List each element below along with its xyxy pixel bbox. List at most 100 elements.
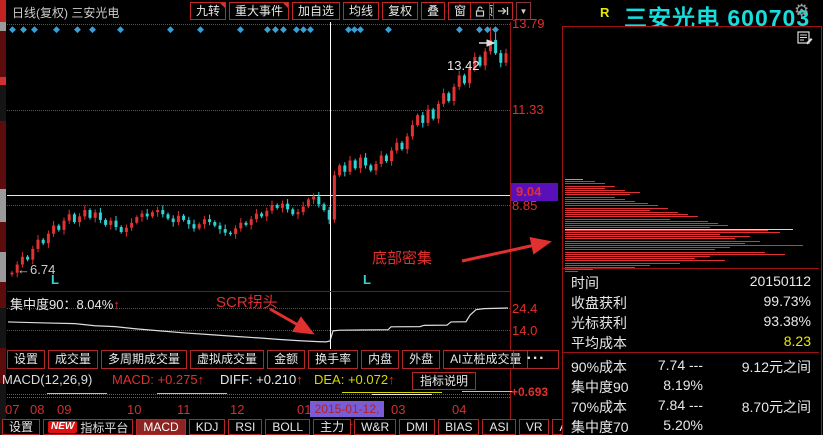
bottom-tab-KDJ[interactable]: KDJ bbox=[188, 419, 226, 435]
cost-mid-value: 7.84 --- bbox=[657, 397, 703, 413]
cost-row-90%成本: 90%成本 7.74 --- 9.12元之间 bbox=[563, 355, 819, 375]
indicator-tab-AI立桩成交量[interactable]: AI立桩成交量 bbox=[443, 350, 529, 369]
chip-bar bbox=[565, 229, 768, 231]
bottom-tab-BOLL[interactable]: BOLL bbox=[265, 419, 311, 435]
chip-bar bbox=[565, 234, 720, 235]
chip-bar bbox=[565, 196, 615, 198]
peak-price-annotation: 13.42 bbox=[447, 58, 480, 73]
crosshair-vertical bbox=[330, 22, 331, 291]
date-tick-11: 11 bbox=[177, 402, 191, 417]
chip-bar bbox=[565, 198, 625, 200]
date-tick-07: 07 bbox=[5, 402, 20, 417]
date-tick-09: 09 bbox=[57, 402, 72, 417]
chip-bar bbox=[565, 214, 688, 216]
signal-diamond-icon: ◆ bbox=[89, 24, 96, 34]
signal-diamond-icon: ◆ bbox=[237, 24, 244, 34]
scr-axis-low: 14.0 bbox=[512, 323, 538, 338]
chip-bar bbox=[565, 271, 578, 273]
cost-label: 集中度70 bbox=[571, 419, 629, 435]
bottom-tab-W&R[interactable]: W&R bbox=[354, 419, 397, 435]
panel-divider bbox=[563, 352, 819, 353]
macd-strip-value: +0.693 bbox=[511, 385, 549, 399]
diff-value: DIFF: +0.210↑ bbox=[220, 372, 303, 387]
snap-right-icon[interactable] bbox=[493, 2, 513, 20]
low-price-annotation: ←6.74 bbox=[17, 262, 56, 277]
price-label-904: 9.04 bbox=[516, 184, 542, 199]
up-arrow-icon: ↑ bbox=[197, 372, 205, 387]
volume-indicator-tabs: 设置 成交量 多周期成交量 虚拟成交量 金额 换手率 内盘 外盘 AI立桩成交量 bbox=[7, 350, 529, 369]
bottom-tab-RSI[interactable]: RSI bbox=[228, 419, 263, 435]
chip-bar bbox=[565, 220, 708, 222]
scr-value-label: 集中度90：8.04%↑ bbox=[10, 294, 120, 313]
gridline-885 bbox=[7, 205, 510, 206]
gauge-segment bbox=[0, 383, 6, 435]
cost-label: 集中度90 bbox=[571, 379, 629, 395]
l-marker: L bbox=[51, 272, 59, 287]
gear-icon[interactable]: ⚙ bbox=[794, 1, 810, 20]
signal-diamond-icon: ◆ bbox=[351, 24, 358, 34]
indicator-platform-group[interactable]: NEW 指标平台 bbox=[43, 419, 134, 435]
stat-label: 光标获利 bbox=[571, 315, 627, 331]
stat-value: 93.38% bbox=[763, 313, 811, 329]
indicator-tab-内盘[interactable]: 内盘 bbox=[361, 350, 400, 369]
chip-distribution-panel: 时间 20150112 收盘获利 99.73% 光标获利 93.38% 平均成本 8.23 90… bbox=[562, 26, 822, 435]
cost-right-value: 8.70元之间 bbox=[741, 399, 811, 415]
caret-down-icon[interactable]: ▼ bbox=[516, 2, 531, 20]
menu-item-复权[interactable]: 复权 bbox=[382, 2, 419, 20]
rights-badge: R bbox=[600, 5, 610, 20]
menu-item-九转[interactable]: 九转 bbox=[190, 2, 227, 20]
menu-item-叠[interactable]: 叠 bbox=[421, 2, 446, 20]
gauge-segment bbox=[0, 77, 6, 85]
more-tabs-button[interactable]: ··· bbox=[513, 350, 559, 369]
chip-bar bbox=[565, 203, 648, 205]
signal-diamond-icon: ◆ bbox=[300, 24, 307, 34]
stat-row-时间: 时间 20150112 bbox=[563, 271, 819, 291]
stat-label: 平均成本 bbox=[571, 335, 627, 351]
gridline-1133 bbox=[7, 110, 510, 111]
chip-bar bbox=[565, 225, 728, 227]
chip-bar bbox=[565, 227, 710, 229]
toolbar-menu: 九转重大事件加自选均线复权叠窗预测 bbox=[190, 2, 512, 20]
indicator-tab-金额[interactable]: 金额 bbox=[267, 350, 306, 369]
menu-item-重大事件[interactable]: 重大事件 bbox=[229, 2, 290, 20]
scr-line-canvas bbox=[7, 307, 509, 343]
menu-item-窗[interactable]: 窗 bbox=[448, 2, 473, 20]
bottom-tab-MACD[interactable]: MACD bbox=[136, 419, 186, 435]
bottom-tab-BIAS[interactable]: BIAS bbox=[438, 419, 480, 435]
up-arrow-icon: ↑ bbox=[113, 297, 120, 312]
bottom-tab-ASI[interactable]: ASI bbox=[482, 419, 516, 435]
bottom-tab-settings[interactable]: 设置 bbox=[2, 419, 41, 435]
signal-diamond-icon: ◆ bbox=[476, 24, 483, 34]
indicator-help-button[interactable]: 指标说明 bbox=[412, 372, 476, 390]
indicator-tab-换手率[interactable]: 换手率 bbox=[308, 350, 359, 369]
macd-mini-strip bbox=[7, 389, 512, 401]
stat-value: 8.23 bbox=[783, 333, 811, 349]
chip-bar bbox=[565, 264, 650, 266]
lock-icon[interactable] bbox=[470, 2, 490, 20]
cost-row-集中度70: 集中度70 5.20% bbox=[563, 415, 819, 435]
bottom-tab-主力[interactable]: 主力 bbox=[313, 419, 352, 435]
chip-bar bbox=[565, 192, 640, 194]
menu-item-均线[interactable]: 均线 bbox=[343, 2, 380, 20]
gauge-segment bbox=[0, 121, 6, 189]
price-level-line-904 bbox=[7, 195, 510, 196]
candles-canvas bbox=[10, 27, 508, 278]
chip-bar bbox=[565, 236, 750, 238]
scr-indicator-pane[interactable]: 集中度90：8.04%↑ bbox=[7, 292, 510, 349]
menu-item-加自选[interactable]: 加自选 bbox=[292, 2, 341, 20]
indicator-tab-多周期成交量[interactable]: 多周期成交量 bbox=[101, 350, 188, 369]
indicator-tab-设置[interactable]: 设置 bbox=[7, 350, 46, 369]
panel-settings-icon[interactable] bbox=[797, 31, 813, 45]
stat-value: 99.73% bbox=[763, 293, 811, 309]
signal-diamond-icon: ◆ bbox=[456, 24, 463, 34]
chip-bar bbox=[565, 209, 650, 211]
panel-divider bbox=[563, 268, 819, 269]
stat-row-收盘获利: 收盘获利 99.73% bbox=[563, 291, 819, 311]
indicator-tab-成交量[interactable]: 成交量 bbox=[48, 350, 99, 369]
indicator-tab-虚拟成交量[interactable]: 虚拟成交量 bbox=[190, 350, 265, 369]
bottom-tab-DMI[interactable]: DMI bbox=[399, 419, 436, 435]
bottom-tab-VR[interactable]: VR bbox=[518, 419, 550, 435]
candlestick-chart[interactable]: ◆ ◆ ◆ ◆ ◆ ◆ ◆ ◆ ◆ ◆ ◆ ◆ ◆ ◆ ◆ ◆ ◆ ◆ ◆ ◆ ◆ ◆ ◆ ◆ 13.42 ←6.74 L L bbox=[7, 22, 510, 292]
indicator-tab-外盘[interactable]: 外盘 bbox=[402, 350, 441, 369]
